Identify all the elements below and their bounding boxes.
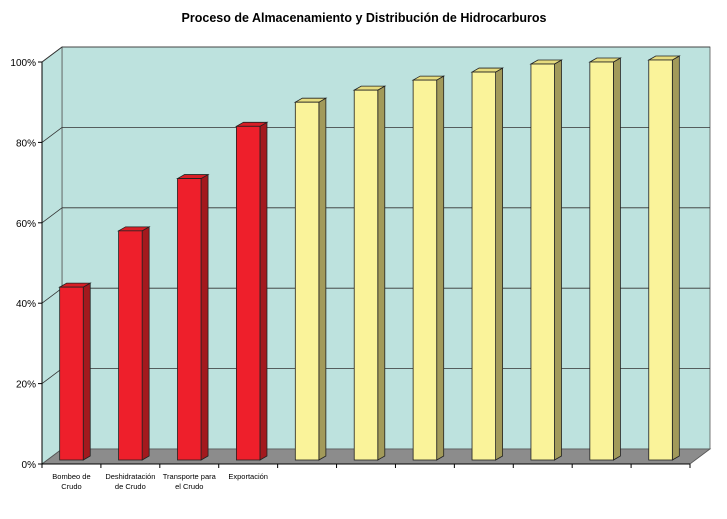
bar-front bbox=[589, 61, 614, 461]
y-tick-label: 0% bbox=[22, 460, 37, 471]
x-tick-label: Exportación bbox=[228, 472, 268, 481]
bar bbox=[234, 121, 269, 461]
bar-side bbox=[613, 57, 621, 461]
bar bbox=[411, 75, 446, 461]
bar-side bbox=[495, 67, 504, 461]
y-tick-label: 60% bbox=[16, 219, 36, 230]
gridline-side bbox=[41, 46, 63, 63]
bar-side bbox=[554, 59, 562, 461]
gridline-side bbox=[41, 127, 63, 143]
bar bbox=[470, 67, 505, 461]
bar bbox=[588, 57, 622, 461]
bar-front bbox=[59, 286, 84, 461]
bar-front bbox=[353, 89, 379, 461]
bar-side bbox=[671, 55, 680, 461]
gridline-side bbox=[41, 207, 63, 224]
bar-side bbox=[259, 121, 268, 461]
y-tick-label: 80% bbox=[16, 138, 36, 149]
bar-front bbox=[471, 71, 497, 461]
bar-side bbox=[436, 75, 445, 461]
bar-front bbox=[412, 79, 438, 461]
bar-side bbox=[82, 282, 91, 461]
y-tick-label: 40% bbox=[16, 299, 36, 310]
bar bbox=[647, 55, 681, 461]
y-tick-label: 100% bbox=[10, 58, 36, 69]
chart-title: Proceso de Almacenamiento y Distribución… bbox=[182, 11, 547, 25]
bar bbox=[293, 97, 328, 461]
bar-side bbox=[141, 226, 150, 461]
bar-side bbox=[377, 85, 386, 461]
bar-front bbox=[294, 101, 320, 461]
gridline-side bbox=[41, 287, 63, 304]
x-tick-label: Bombeo de bbox=[52, 472, 90, 481]
bar-side bbox=[200, 173, 209, 461]
side-wall bbox=[41, 46, 63, 465]
x-tick-label: Deshidratación bbox=[105, 472, 155, 481]
bar-front bbox=[648, 59, 673, 461]
bar-front bbox=[177, 178, 202, 461]
bar bbox=[58, 282, 92, 461]
bar-front bbox=[118, 230, 143, 461]
x-tick-label: Transporte para bbox=[163, 472, 217, 481]
gridline-side bbox=[41, 368, 63, 384]
bar-front bbox=[530, 63, 555, 461]
x-tick-label: el Crudo bbox=[175, 482, 203, 491]
y-tick-label: 20% bbox=[16, 380, 36, 391]
x-tick-label: de Crudo bbox=[115, 482, 146, 491]
bar-side bbox=[318, 97, 327, 461]
x-tick-label: Crudo bbox=[61, 482, 81, 491]
bar-front bbox=[235, 125, 261, 461]
bar bbox=[117, 226, 151, 461]
bar bbox=[175, 173, 210, 461]
bar bbox=[352, 85, 387, 461]
bar bbox=[529, 59, 564, 461]
